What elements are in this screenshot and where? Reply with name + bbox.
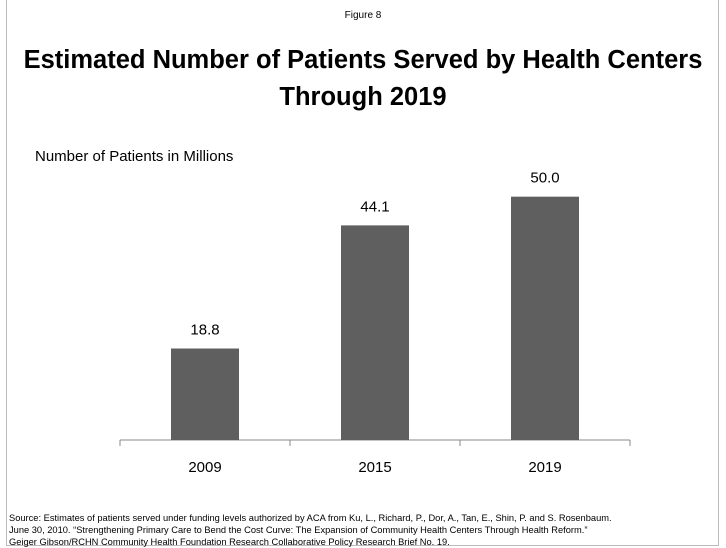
x-tick-label: 2009	[188, 459, 221, 476]
y-axis-label: Number of Patients in Millions	[35, 148, 233, 165]
bar	[341, 225, 409, 440]
chart-title: Estimated Number of Patients Served by H…	[23, 46, 703, 111]
figure-label: Figure 8	[344, 10, 382, 21]
data-label: 44.1	[360, 198, 389, 215]
bar	[171, 348, 239, 440]
data-label: 18.8	[190, 321, 219, 338]
source-line: June 30, 2010. “Strengthening Primary Ca…	[9, 525, 588, 535]
frame	[6, 0, 719, 546]
x-tick-label: 2019	[528, 459, 561, 476]
x-tick-label: 2015	[358, 459, 391, 476]
source-line: Geiger Gibson/RCHN Community Health Foun…	[9, 537, 450, 547]
data-label: 50.0	[530, 170, 559, 187]
source-line: Source: Estimates of patients served und…	[9, 513, 612, 523]
bar	[511, 196, 579, 440]
source-note: Source: Estimates of patients served und…	[9, 512, 724, 548]
